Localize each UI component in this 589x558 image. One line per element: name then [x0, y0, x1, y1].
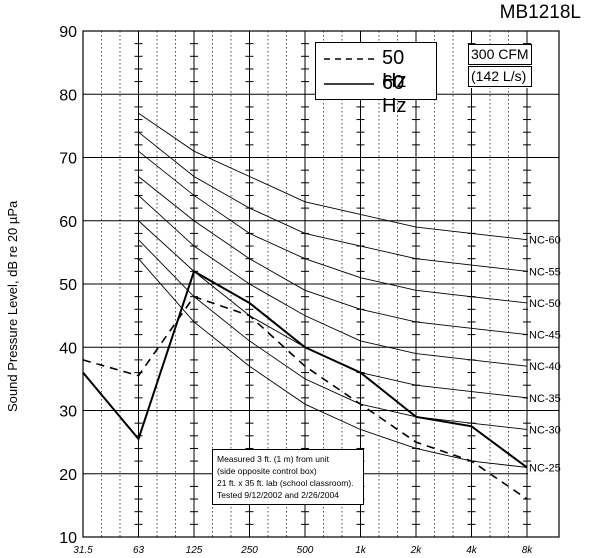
dashed-line-swatch: [324, 58, 374, 60]
nc-label-bg-nc-25: [528, 462, 562, 475]
model-label: MB1218L: [499, 2, 581, 23]
nc-label-bg-nc-50: [528, 297, 562, 310]
x-tick-label-63: 63: [133, 545, 145, 556]
note-line-1: Measured 3 ft. (1 m) from unit: [217, 454, 329, 464]
note-line-3: 21 ft. x 35 ft. lab (school classroom).: [217, 478, 354, 488]
nc-label-nc-60: NC-60: [529, 235, 561, 247]
solid-line-swatch: [324, 83, 374, 85]
x-tick-label-500: 500: [297, 545, 314, 556]
nc-label-bg-nc-35: [528, 392, 562, 405]
nc-label-nc-30: NC-30: [529, 424, 561, 436]
nc-label-nc-45: NC-45: [529, 330, 561, 342]
y-tick-label-70: 70: [59, 151, 77, 168]
x-tick-label-2k: 2k: [410, 545, 423, 556]
nc-label-bg-nc-55: [528, 266, 562, 279]
nc-curves: [138, 112, 528, 468]
nc-curve-nc-40: [138, 195, 528, 367]
nc-label-nc-50: NC-50: [529, 298, 561, 310]
y-tick-label-90: 90: [59, 24, 77, 41]
plot-frame: [82, 30, 560, 538]
y-axis-label: Sound Pressure Level, dB re 20 µPa: [5, 200, 20, 412]
y-tick-label-60: 60: [59, 214, 77, 231]
x-tick-label-1k: 1k: [355, 545, 367, 556]
x-tick-labels: 31.5 63 125 250 500 1k 2k 4k 8k: [73, 545, 533, 556]
airflow-cfm: 300 CFM: [468, 44, 532, 65]
x-tick-label-125: 125: [186, 545, 203, 556]
y-tick-label-30: 30: [59, 404, 77, 421]
nc-curve-nc-45: [138, 176, 528, 336]
legend-label-50hz: 50 Hz: [382, 47, 407, 92]
legend-item-60hz: 60 Hz: [324, 72, 434, 117]
nc-curve-nc-30: [138, 239, 528, 430]
x-tick-label-8k: 8k: [522, 545, 534, 556]
nc-curve-nc-55: [138, 131, 528, 272]
nc-label-bg-nc-40: [528, 361, 562, 374]
note-line-2: (side opposite control box): [217, 466, 317, 476]
test-conditions-note: Measured 3 ft. (1 m) from unit (side opp…: [212, 449, 364, 505]
airflow-box: 300 CFM (142 L/s): [467, 44, 533, 88]
nc-label-nc-55: NC-55: [529, 266, 561, 278]
legend-label-60hz: 60 Hz: [382, 72, 407, 117]
legend-item-50hz: 50 Hz: [324, 47, 434, 92]
nc-curve-labels: NC-25 NC-30 NC-35 NC-40 NC-45 NC-50 NC-55 NC-60: [528, 234, 562, 475]
x-tick-label-250: 250: [240, 545, 258, 556]
nc-label-nc-35: NC-35: [529, 393, 561, 405]
data-series: [82, 269, 528, 500]
y-tick-labels: 10 20 30 40 50 60 70 80 90: [59, 24, 77, 547]
nc-label-nc-40: NC-40: [529, 361, 561, 373]
y-tick-label-80: 80: [59, 87, 77, 104]
nc-curve-nc-60: [138, 112, 528, 241]
legend: 50 Hz 60 Hz: [315, 42, 437, 117]
nc-label-nc-25: NC-25: [529, 462, 561, 474]
nc-curve-nc-25: [138, 258, 528, 468]
y-tick-label-20: 20: [59, 467, 77, 484]
y-tick-label-10: 10: [59, 530, 77, 547]
x-tick-label-31.5: 31.5: [73, 545, 93, 556]
y-tick-label-40: 40: [59, 340, 77, 357]
x-tick-label-4k: 4k: [466, 545, 478, 556]
nc-label-bg-nc-30: [528, 424, 562, 437]
nc-curve-nc-50: [138, 150, 528, 304]
nc-label-bg-nc-60: [528, 234, 562, 247]
airflow-ls: (142 L/s): [468, 66, 532, 87]
y-tick-label-50: 50: [59, 277, 77, 294]
nc-label-bg-nc-45: [528, 329, 562, 342]
series-line-50hz: [82, 295, 528, 500]
note-line-4: Tested 9/12/2002 and 2/26/2004: [217, 490, 339, 500]
